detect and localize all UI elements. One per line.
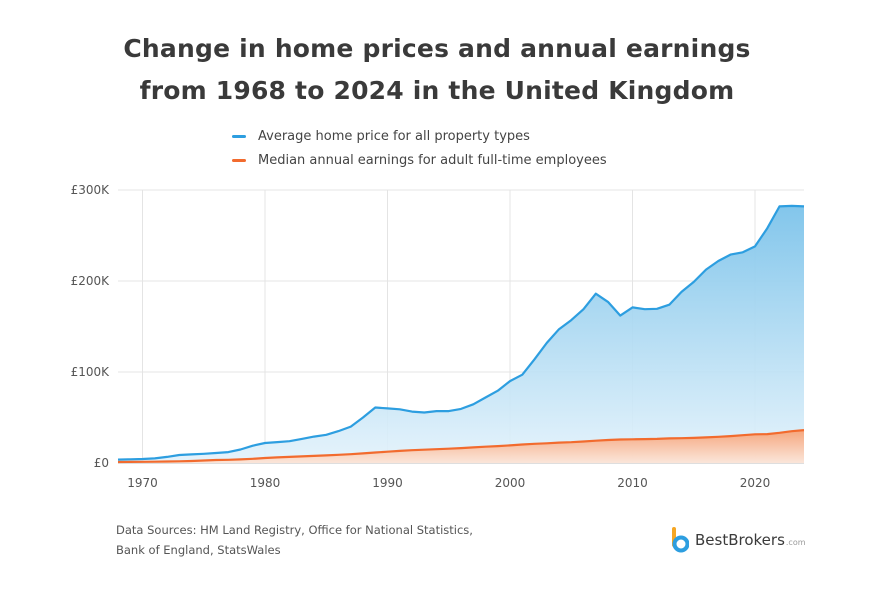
brand-name: BestBrokers: [695, 531, 785, 549]
x-tick-label: 1990: [372, 476, 403, 490]
legend: Average home price for all property type…: [232, 124, 607, 172]
chart-title-line-2: from 1968 to 2024 in the United Kingdom: [139, 76, 735, 105]
legend-item-home-price: Average home price for all property type…: [232, 124, 607, 148]
series-area-earnings: [118, 430, 804, 463]
chart-title-line-1: Change in home prices and annual earning…: [123, 34, 751, 63]
y-tick-label: £300K: [71, 183, 111, 197]
bestbrokers-logo-icon: [671, 526, 690, 554]
legend-item-earnings: Median annual earnings for adult full-ti…: [232, 148, 607, 172]
y-tick-label: £0: [94, 456, 109, 470]
data-sources-line-2: Bank of England, StatsWales: [116, 543, 281, 557]
x-tick-label: 2020: [740, 476, 771, 490]
x-tick-label: 2000: [495, 476, 526, 490]
axis-labels: 1970 1980 1990 2000 2010 2020 £0 £100K £200K £300…: [71, 183, 771, 490]
legend-swatch-earnings: [232, 158, 246, 162]
x-tick-label: 2010: [617, 476, 648, 490]
legend-swatch-home-price: [232, 134, 246, 138]
series-layer: [117, 204, 805, 464]
x-tick-label: 1970: [127, 476, 158, 490]
data-sources-line-1: Data Sources: HM Land Registry, Office f…: [116, 523, 473, 537]
brand-logo-block: BestBrokers .com: [671, 526, 806, 554]
brand-suffix: .com: [785, 538, 806, 547]
legend-label-earnings: Median annual earnings for adult full-ti…: [258, 152, 607, 168]
legend-label-home-price: Average home price for all property type…: [258, 128, 530, 144]
x-tick-label: 1980: [250, 476, 281, 490]
y-tick-label: £200K: [71, 274, 111, 288]
data-sources: Data Sources: HM Land Registry, Office f…: [116, 520, 473, 560]
y-tick-label: £100K: [71, 365, 111, 379]
series-line-earnings: [117, 429, 805, 464]
series-area-home-price: [118, 205, 804, 463]
series-line-home-price: [117, 204, 805, 461]
